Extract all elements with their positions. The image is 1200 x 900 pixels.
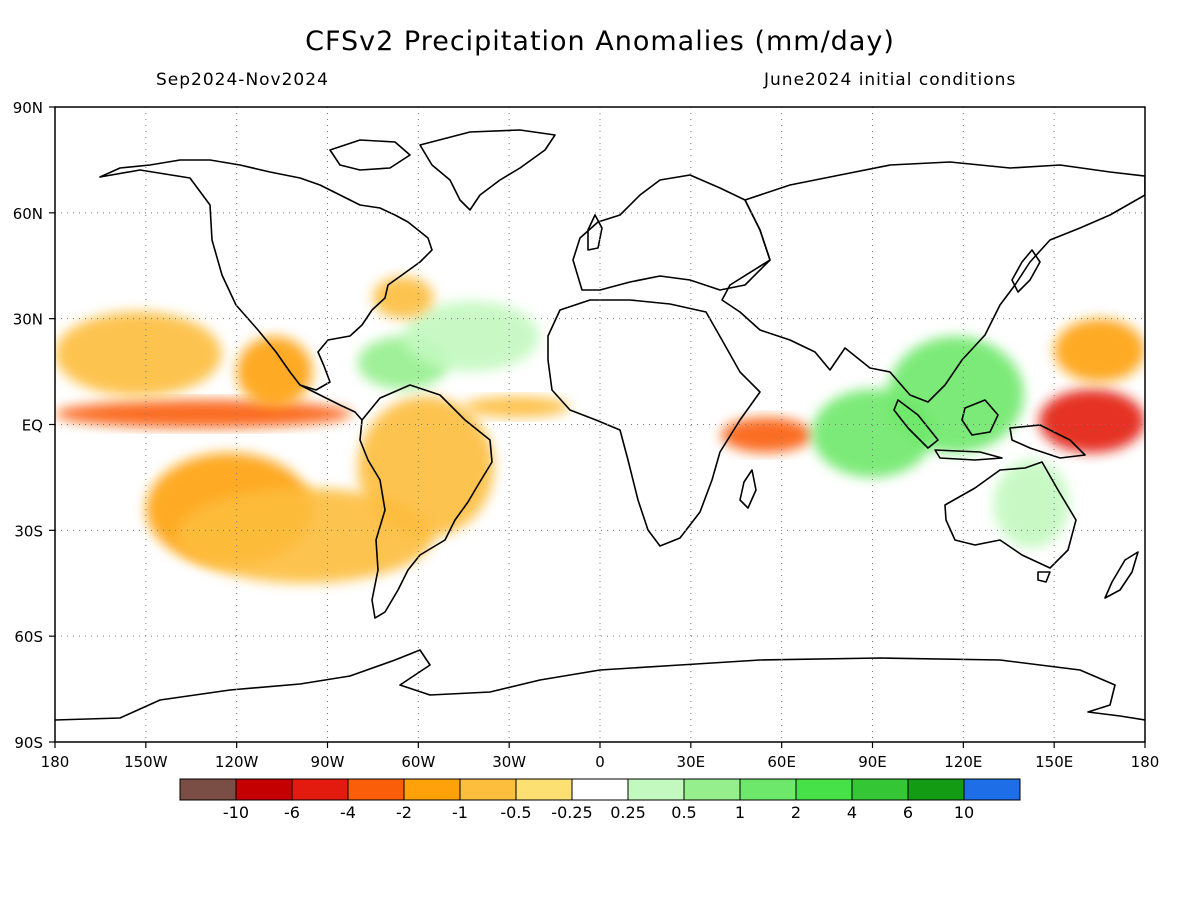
colorbar-swatch bbox=[627, 778, 685, 801]
colorbar-swatch bbox=[459, 778, 517, 801]
coastline-sumatra bbox=[893, 399, 939, 449]
colorbar-swatch bbox=[235, 778, 293, 801]
anomaly-region-north-pacific-dry bbox=[55, 311, 222, 397]
coastlines bbox=[55, 129, 1145, 721]
colorbar-swatch bbox=[683, 778, 741, 801]
anomaly-region-atlantic-itcz-dry bbox=[463, 396, 570, 418]
lat-tick-label: 90N bbox=[13, 99, 43, 117]
lon-tick-label: 150E bbox=[1035, 753, 1073, 771]
coastline-japan bbox=[1011, 249, 1041, 293]
colorbar: -10 -6 -4 -2 -1 -0.5 -0.25 0.25 0.5 1 2 4 6 10 bbox=[179, 778, 1021, 822]
lon-tick-label: 30E bbox=[677, 753, 706, 771]
coastline-north-america bbox=[99, 159, 433, 391]
colorbar-swatch bbox=[179, 778, 237, 801]
lon-tick-label: 180 bbox=[41, 753, 70, 771]
colorbar-label: -10 bbox=[223, 803, 249, 822]
latitude-axis: 90N 60N 30N EQ 30S 60S 90S bbox=[13, 99, 55, 752]
lat-tick-label: 60N bbox=[13, 205, 43, 223]
colorbar-label: -6 bbox=[284, 803, 300, 822]
coastline-madagascar bbox=[739, 469, 757, 509]
anomaly-region-australia-east-wet bbox=[993, 459, 1070, 548]
initial-conditions: June2024 initial conditions bbox=[764, 70, 1017, 90]
colorbar-label: -4 bbox=[340, 803, 356, 822]
lon-tick-label: 120E bbox=[944, 753, 982, 771]
colorbar-label: 1 bbox=[735, 803, 745, 822]
anomaly-field bbox=[55, 124, 1145, 672]
lat-tick-label: 30N bbox=[13, 311, 43, 329]
coastline-borneo bbox=[961, 399, 999, 436]
lat-tick-label: EQ bbox=[22, 417, 43, 435]
coastline-great-britain bbox=[587, 214, 603, 251]
coastline-new-guinea bbox=[1009, 424, 1086, 459]
lon-tick-label: 90W bbox=[311, 753, 345, 771]
colorbar-label: 4 bbox=[847, 803, 857, 822]
lon-tick-label: 90E bbox=[858, 753, 887, 771]
anomaly-region-southern-ocean-wet bbox=[55, 618, 1145, 672]
colorbar-swatch bbox=[907, 778, 965, 801]
colorbar-swatch bbox=[403, 778, 461, 801]
coastline-asia bbox=[721, 161, 1145, 403]
coastline-africa bbox=[547, 299, 761, 547]
colorbar-label: 10 bbox=[954, 803, 974, 822]
lat-tick-label: 30S bbox=[14, 522, 43, 540]
anomaly-region-amazon-dry bbox=[357, 396, 495, 538]
colorbar-swatch bbox=[739, 778, 797, 801]
coastline-south-america bbox=[359, 384, 493, 619]
longitude-axis: 180 150W 120W 90W 60W 30W 0 30E 60E 90E 120E 150E 18… bbox=[41, 742, 1160, 771]
coastline-greenland bbox=[419, 129, 556, 211]
colorbar-swatch bbox=[851, 778, 909, 801]
lon-tick-label: 60E bbox=[767, 753, 796, 771]
lat-tick-label: 60S bbox=[14, 628, 43, 646]
lon-tick-label: 180 bbox=[1131, 753, 1160, 771]
lon-tick-label: 0 bbox=[595, 753, 605, 771]
colorbar-label: 0.5 bbox=[671, 803, 696, 822]
anomaly-region-maritime-continent-wet bbox=[887, 336, 1024, 453]
colorbar-swatch bbox=[963, 778, 1021, 801]
anomaly-region-indian-ocean-west-dry bbox=[721, 417, 812, 453]
colorbar-label: -0.25 bbox=[551, 803, 592, 822]
colorbar-label: -2 bbox=[396, 803, 412, 822]
coastline-arctic-islands bbox=[329, 139, 411, 171]
colorbar-swatch bbox=[571, 778, 629, 801]
coastline-new-zealand bbox=[1104, 551, 1139, 599]
anomaly-region-northwest-pacific-dry bbox=[1054, 318, 1145, 383]
anomaly-region-gulf-stream-dry bbox=[372, 276, 434, 319]
anomaly-region-west-pacific-dry bbox=[1039, 389, 1145, 453]
lat-tick-label: 90S bbox=[14, 734, 43, 752]
colorbar-swatch bbox=[291, 778, 349, 801]
anomaly-region-east-pacific-dry bbox=[236, 336, 313, 407]
colorbar-label: -1 bbox=[452, 803, 468, 822]
map-title: CFSv2 Precipitation Anomalies (mm/day) bbox=[305, 26, 895, 57]
colorbar-swatch bbox=[515, 778, 573, 801]
anomaly-region-arctic-wet bbox=[55, 124, 1145, 160]
lon-tick-label: 30W bbox=[492, 753, 526, 771]
forecast-period: Sep2024-Nov2024 bbox=[156, 70, 329, 90]
colorbar-swatch bbox=[347, 778, 405, 801]
coastline-tasmania bbox=[1037, 571, 1051, 583]
colorbar-swatch bbox=[795, 778, 853, 801]
anomaly-region-south-pacific-dry-band bbox=[176, 488, 434, 584]
colorbar-label: 6 bbox=[903, 803, 913, 822]
lon-tick-label: 150W bbox=[124, 753, 168, 771]
coastline-australia bbox=[944, 461, 1077, 569]
anomaly-region-equatorial-central-pacific-dry bbox=[55, 399, 352, 429]
lon-tick-label: 120W bbox=[215, 753, 259, 771]
lon-tick-label: 60W bbox=[401, 753, 435, 771]
colorbar-label: 2 bbox=[791, 803, 801, 822]
coastline-antarctica bbox=[55, 649, 1145, 721]
colorbar-label: 0.25 bbox=[610, 803, 646, 822]
coastline-java bbox=[934, 449, 1003, 461]
coastline-central-america bbox=[299, 384, 363, 421]
colorbar-label: -0.5 bbox=[500, 803, 531, 822]
